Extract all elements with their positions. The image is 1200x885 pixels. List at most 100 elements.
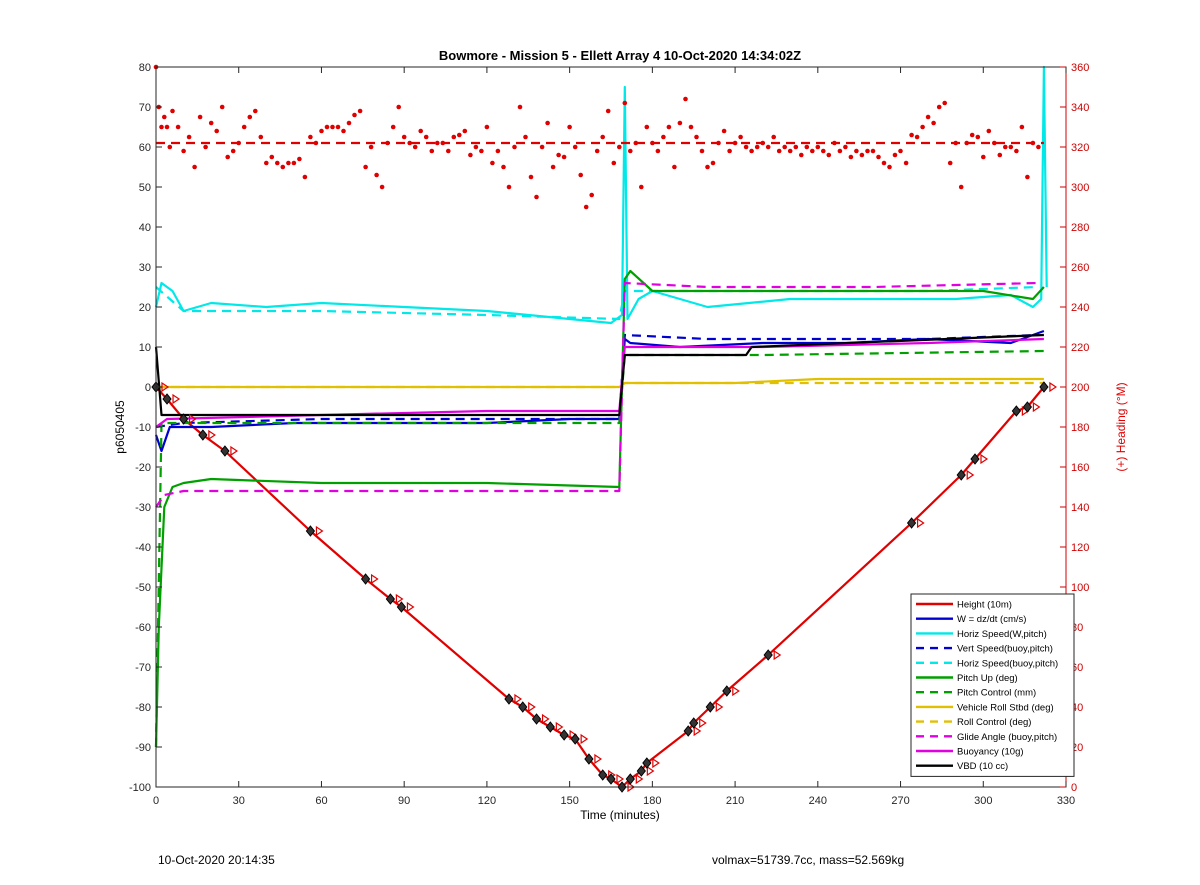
y2-tick-label: 180 xyxy=(1071,422,1089,434)
height-marker-arrow xyxy=(230,445,239,457)
heading-point xyxy=(556,152,561,158)
heading-point xyxy=(175,124,181,130)
heading-point xyxy=(528,174,534,180)
heading-point xyxy=(754,144,760,150)
y2-tick-label: 300 xyxy=(1071,182,1089,194)
y2-tick-label: 200 xyxy=(1071,382,1089,394)
heading-point xyxy=(236,140,241,146)
height-marker xyxy=(625,773,635,785)
series-line xyxy=(155,281,1039,508)
heading-point xyxy=(605,108,611,114)
legend-label: Vert Speed(buoy,pitch) xyxy=(957,644,1053,655)
height-marker-arrow xyxy=(580,733,589,745)
heading-point xyxy=(401,134,407,140)
data-layer xyxy=(151,64,1058,793)
height-marker xyxy=(1039,381,1049,393)
heading-point xyxy=(203,144,208,150)
legend-label: Buoyancy (10g) xyxy=(957,747,1024,758)
heading-point xyxy=(760,140,765,146)
heading-point xyxy=(451,134,457,140)
heading-point xyxy=(655,148,661,154)
axes-layer: 0 30 60 90 120 150 180 210 240 270 300 330-100-90-8… xyxy=(129,62,1089,807)
legend-label: Roll Control (deg) xyxy=(957,717,1031,728)
series-line xyxy=(154,269,1045,748)
heading-point xyxy=(280,164,286,170)
heading-point xyxy=(821,148,826,154)
y2-axis-label: (+) Heading (°M) xyxy=(1114,382,1128,471)
heading-point xyxy=(253,108,258,114)
y-tick-label: -30 xyxy=(135,502,151,514)
heading-point xyxy=(876,154,881,160)
heading-point xyxy=(457,132,462,138)
heading-point xyxy=(738,134,743,140)
heading-point xyxy=(881,160,887,166)
heading-point xyxy=(600,134,605,140)
series-line xyxy=(156,381,1044,389)
heading-point xyxy=(159,124,164,130)
heading-point xyxy=(793,144,799,150)
heading-point xyxy=(683,96,688,102)
heading-point xyxy=(732,140,738,146)
y2-tick-label: 340 xyxy=(1071,102,1089,114)
heading-point xyxy=(297,156,302,162)
heading-point xyxy=(192,164,197,170)
heading-point xyxy=(672,164,677,170)
heading-point xyxy=(418,128,424,134)
heading-point xyxy=(567,124,572,130)
x-axis-label: Time (minutes) xyxy=(580,808,660,822)
heading-point xyxy=(705,164,710,170)
height-marker xyxy=(584,753,594,765)
heading-point xyxy=(523,134,528,140)
x-tick-label: 270 xyxy=(891,795,909,807)
heading-point xyxy=(208,120,214,126)
height-marker-arrow xyxy=(635,773,644,785)
y-tick-label: -40 xyxy=(135,542,151,554)
y2-tick-label: 140 xyxy=(1071,502,1089,514)
y-tick-label: -20 xyxy=(135,462,151,474)
heading-point xyxy=(352,112,357,118)
heading-point xyxy=(484,124,490,130)
x-tick-label: 0 xyxy=(153,795,159,807)
heading-point xyxy=(633,140,639,146)
series-line xyxy=(155,333,1039,429)
heading-point xyxy=(357,108,363,114)
heading-point xyxy=(363,164,368,170)
heading-point xyxy=(429,148,435,154)
heading-point xyxy=(661,134,666,140)
height-marker-arrow xyxy=(594,753,603,765)
height-marker xyxy=(689,717,699,729)
heading-point xyxy=(275,160,280,166)
x-tick-label: 180 xyxy=(643,795,661,807)
heading-point xyxy=(688,124,694,130)
heading-point xyxy=(716,140,721,146)
heading-point xyxy=(710,160,716,166)
y-axis-label: p6050405 xyxy=(113,400,127,454)
heading-point xyxy=(1030,140,1036,146)
height-marker-arrow xyxy=(616,773,625,785)
heading-point xyxy=(771,134,776,140)
heading-point xyxy=(832,140,837,146)
heading-point xyxy=(639,184,644,190)
height-marker-arrow xyxy=(773,649,782,661)
height-marker-arrow xyxy=(699,717,707,729)
heading-point xyxy=(782,144,787,150)
footer-timestamp: 10-Oct-2020 20:14:35 xyxy=(158,853,275,867)
x-tick-label: 150 xyxy=(560,795,578,807)
heading-point xyxy=(628,148,633,154)
heading-point xyxy=(1008,144,1014,150)
heading-point xyxy=(583,204,589,210)
heading-point xyxy=(545,120,550,126)
heading-point xyxy=(815,144,821,150)
heading-point xyxy=(1025,174,1030,180)
heading-point xyxy=(162,114,167,120)
y-tick-label: 80 xyxy=(139,62,151,74)
y-tick-label: 60 xyxy=(139,142,151,154)
height-marker-arrow xyxy=(528,701,536,713)
heading-point xyxy=(765,144,771,150)
y-tick-label: -60 xyxy=(135,622,151,634)
height-marker xyxy=(606,773,616,785)
legend: Height (10m) W = dz/dt (cm/s) Horiz Speed(… xyxy=(910,593,1075,777)
legend-label: Pitch Up (deg) xyxy=(957,673,1018,684)
height-marker xyxy=(305,525,316,537)
y-tick-label: 50 xyxy=(139,182,151,194)
